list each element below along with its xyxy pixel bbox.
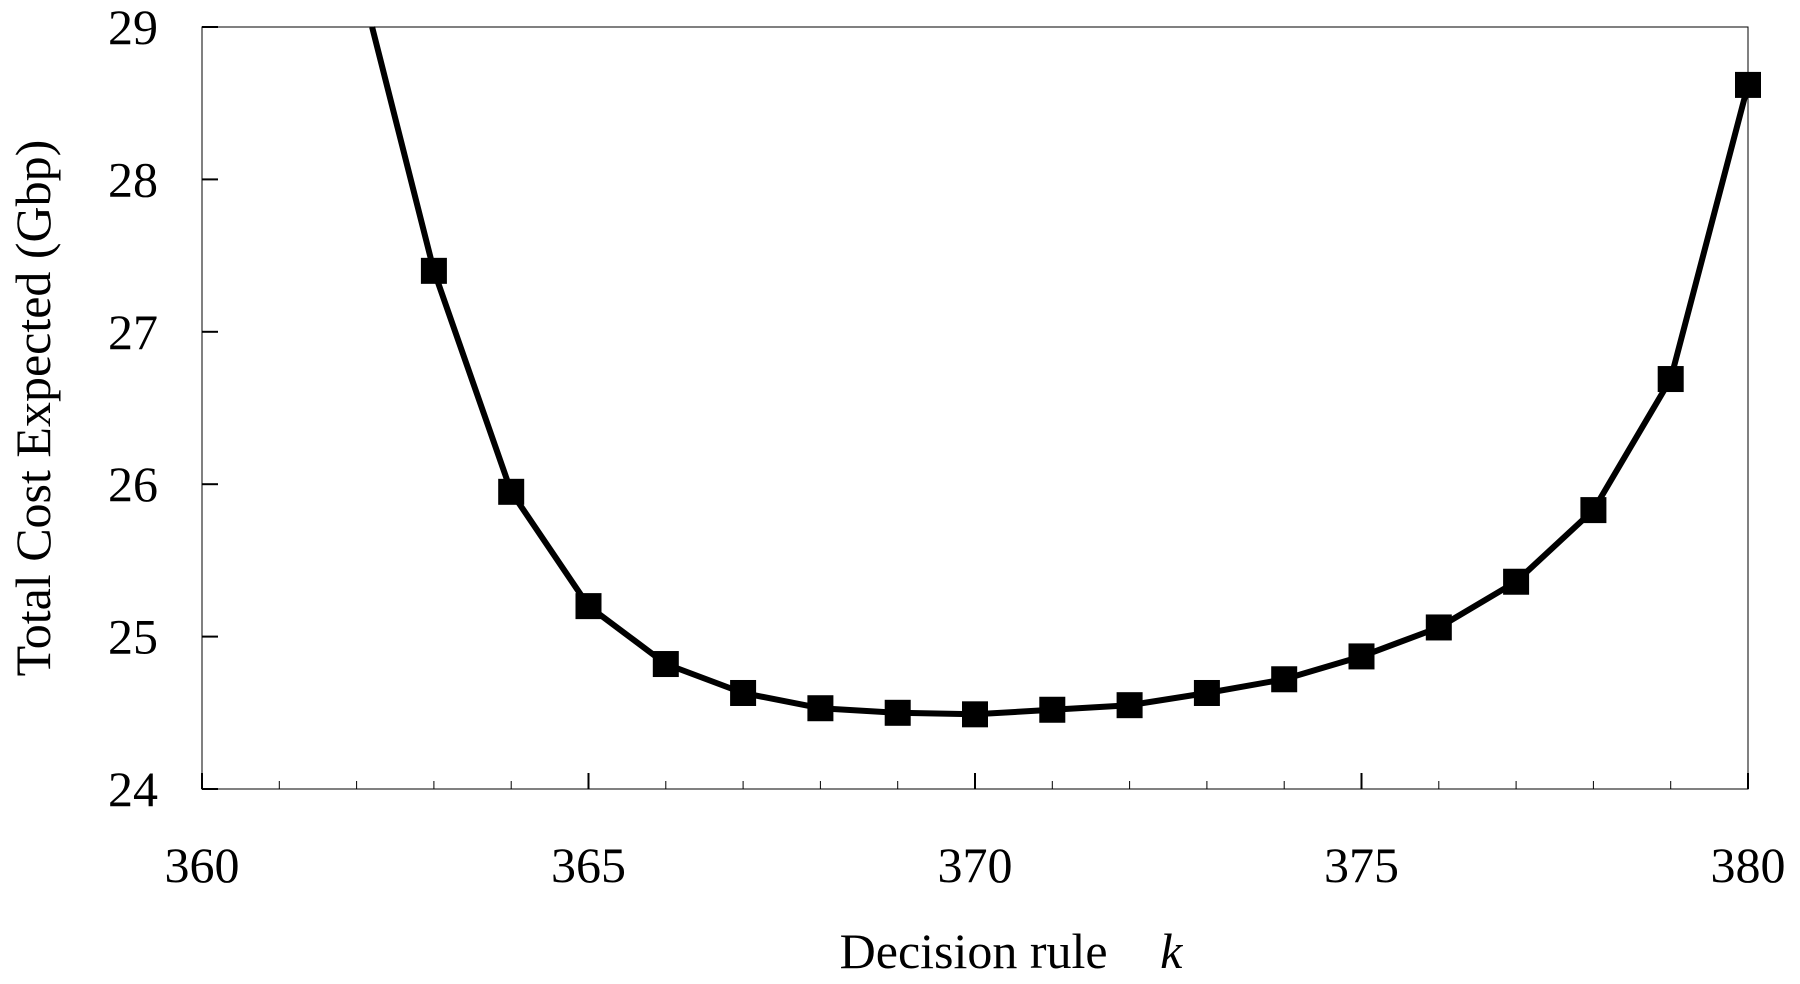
data-point-marker: [1657, 366, 1684, 393]
data-point-marker: [420, 257, 447, 284]
data-point-marker: [962, 701, 988, 728]
y-tick-label: 29: [108, 0, 158, 55]
data-point-marker: [1503, 568, 1530, 595]
data-point-marker: [884, 699, 911, 726]
data-point-marker: [498, 478, 525, 505]
y-tick-label: 24: [108, 761, 158, 817]
data-point-marker: [1039, 696, 1066, 723]
x-axis-title: Decision rule k: [840, 923, 1183, 979]
y-tick-label: 25: [108, 609, 158, 665]
y-axis-title: Total Cost Expected (Gbp): [5, 140, 61, 677]
x-axis: 360 365 370 375 380: [165, 773, 1786, 893]
data-point-marker: [1735, 71, 1761, 98]
y-tick-label: 28: [108, 151, 158, 207]
data-point-marker: [652, 651, 679, 678]
y-axis: 24 25 26 27 28 29: [108, 0, 218, 817]
data-point-marker: [1271, 666, 1298, 693]
y-tick-label: 26: [108, 456, 158, 512]
data-point-marker: [807, 695, 834, 722]
data-point-marker: [1193, 679, 1220, 706]
x-axis-title-variable: k: [1160, 923, 1183, 979]
x-minor-ticks: [278, 781, 1672, 789]
y-tick-label: 27: [108, 304, 158, 360]
data-series: [369, 26, 1761, 728]
data-point-marker: [1116, 692, 1143, 719]
x-tick-label: 365: [551, 837, 626, 893]
data-point-marker: [575, 593, 602, 620]
data-point-marker: [1580, 497, 1607, 524]
x-tick-label: 370: [938, 837, 1013, 893]
x-tick-label: 375: [1324, 837, 1399, 893]
data-point-marker: [730, 679, 757, 706]
x-tick-label: 380: [1711, 837, 1786, 893]
x-axis-title-label: Decision rule: [840, 923, 1108, 979]
data-point-marker: [1348, 643, 1375, 670]
data-point-marker: [1425, 614, 1452, 641]
plot-area: [201, 26, 1749, 790]
x-tick-label: 360: [165, 837, 240, 893]
